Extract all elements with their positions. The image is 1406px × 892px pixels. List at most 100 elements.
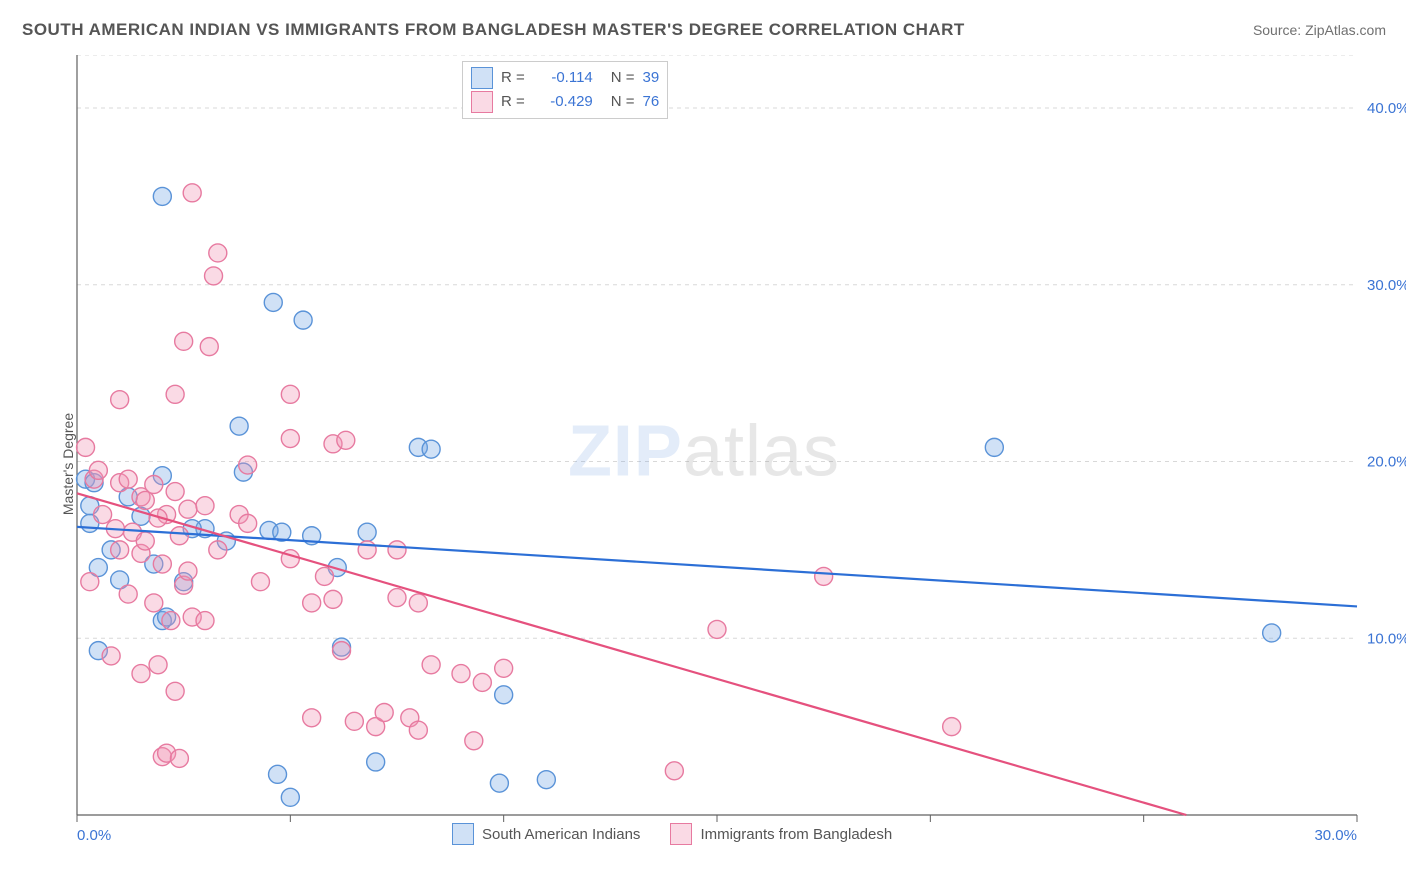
data-point bbox=[145, 594, 163, 612]
data-point bbox=[465, 732, 483, 750]
data-point bbox=[665, 762, 683, 780]
data-point bbox=[985, 438, 1003, 456]
data-point bbox=[209, 244, 227, 262]
legend-n-label: N = bbox=[611, 90, 635, 114]
plot-container: Master's Degree 0.0%30.0%10.0%20.0%30.0%… bbox=[22, 55, 1386, 872]
y-tick-label: 30.0% bbox=[1367, 277, 1406, 294]
data-point bbox=[81, 573, 99, 591]
data-point bbox=[153, 555, 171, 573]
data-point bbox=[230, 417, 248, 435]
y-tick-label: 40.0% bbox=[1367, 100, 1406, 117]
legend-n-value: 76 bbox=[643, 90, 660, 114]
data-point bbox=[708, 620, 726, 638]
legend-series-item: South American Indians bbox=[452, 823, 640, 845]
data-point bbox=[281, 788, 299, 806]
regression-line bbox=[77, 493, 1186, 815]
data-point bbox=[102, 647, 120, 665]
data-point bbox=[388, 589, 406, 607]
legend-series: South American Indians Immigrants from Ba… bbox=[452, 823, 892, 845]
data-point bbox=[111, 391, 129, 409]
data-point bbox=[170, 527, 188, 545]
data-point bbox=[409, 594, 427, 612]
data-point bbox=[452, 665, 470, 683]
legend-stat-row: R =-0.429N =76 bbox=[471, 90, 659, 114]
data-point bbox=[303, 594, 321, 612]
data-point bbox=[422, 440, 440, 458]
legend-swatch bbox=[670, 823, 692, 845]
data-point bbox=[175, 332, 193, 350]
data-point bbox=[196, 497, 214, 515]
data-point bbox=[119, 585, 137, 603]
data-point bbox=[205, 267, 223, 285]
data-point bbox=[281, 430, 299, 448]
data-point bbox=[149, 656, 167, 674]
data-point bbox=[153, 187, 171, 205]
legend-series-label: South American Indians bbox=[482, 826, 640, 843]
data-point bbox=[111, 541, 129, 559]
x-tick-label: 30.0% bbox=[1314, 827, 1357, 844]
data-point bbox=[200, 338, 218, 356]
legend-swatch bbox=[471, 91, 493, 113]
y-axis-label: Master's Degree bbox=[60, 412, 76, 514]
y-tick-label: 20.0% bbox=[1367, 454, 1406, 471]
data-point bbox=[1263, 624, 1281, 642]
data-point bbox=[179, 562, 197, 580]
data-point bbox=[337, 431, 355, 449]
data-point bbox=[166, 483, 184, 501]
data-point bbox=[495, 686, 513, 704]
legend-stat-row: R =-0.114N =39 bbox=[471, 66, 659, 90]
data-point bbox=[537, 771, 555, 789]
data-point bbox=[358, 523, 376, 541]
x-tick-label: 0.0% bbox=[77, 827, 111, 844]
legend-n-label: N = bbox=[611, 66, 635, 90]
data-point bbox=[239, 514, 257, 532]
data-point bbox=[367, 753, 385, 771]
legend-series-item: Immigrants from Bangladesh bbox=[670, 823, 892, 845]
data-point bbox=[162, 612, 180, 630]
legend-swatch bbox=[452, 823, 474, 845]
data-point bbox=[473, 673, 491, 691]
legend-r-value: -0.429 bbox=[533, 90, 593, 114]
data-point bbox=[943, 718, 961, 736]
data-point bbox=[294, 311, 312, 329]
data-point bbox=[375, 703, 393, 721]
source-link[interactable]: ZipAtlas.com bbox=[1305, 22, 1386, 38]
data-point bbox=[136, 532, 154, 550]
y-tick-label: 10.0% bbox=[1367, 630, 1406, 647]
data-point bbox=[324, 590, 342, 608]
data-point bbox=[119, 470, 137, 488]
data-point bbox=[132, 665, 150, 683]
data-point bbox=[170, 749, 188, 767]
data-point bbox=[77, 438, 95, 456]
legend-r-value: -0.114 bbox=[533, 66, 593, 90]
data-point bbox=[815, 567, 833, 585]
data-point bbox=[422, 656, 440, 674]
data-point bbox=[345, 712, 363, 730]
data-point bbox=[409, 721, 427, 739]
data-point bbox=[196, 612, 214, 630]
chart-title: SOUTH AMERICAN INDIAN VS IMMIGRANTS FROM… bbox=[22, 20, 965, 40]
regression-line bbox=[77, 527, 1357, 607]
data-point bbox=[388, 541, 406, 559]
data-point bbox=[315, 567, 333, 585]
data-point bbox=[264, 293, 282, 311]
data-point bbox=[145, 475, 163, 493]
chart-source: Source: ZipAtlas.com bbox=[1253, 22, 1386, 38]
scatter-chart: 0.0% 30.0% 10.0% 20.0% 30.0% 40.0% bbox=[22, 55, 1406, 865]
legend-series-label: Immigrants from Bangladesh bbox=[700, 826, 892, 843]
data-point bbox=[269, 765, 287, 783]
data-point bbox=[179, 500, 197, 518]
data-point bbox=[166, 385, 184, 403]
data-point bbox=[94, 506, 112, 524]
data-point bbox=[251, 573, 269, 591]
data-point bbox=[490, 774, 508, 792]
data-point bbox=[333, 642, 351, 660]
data-point bbox=[239, 456, 257, 474]
legend-n-value: 39 bbox=[643, 66, 660, 90]
data-point bbox=[281, 385, 299, 403]
data-point bbox=[495, 659, 513, 677]
data-point bbox=[166, 682, 184, 700]
data-point bbox=[303, 709, 321, 727]
data-point bbox=[183, 184, 201, 202]
legend-stats: R =-0.114N =39R =-0.429N =76 bbox=[462, 61, 668, 119]
